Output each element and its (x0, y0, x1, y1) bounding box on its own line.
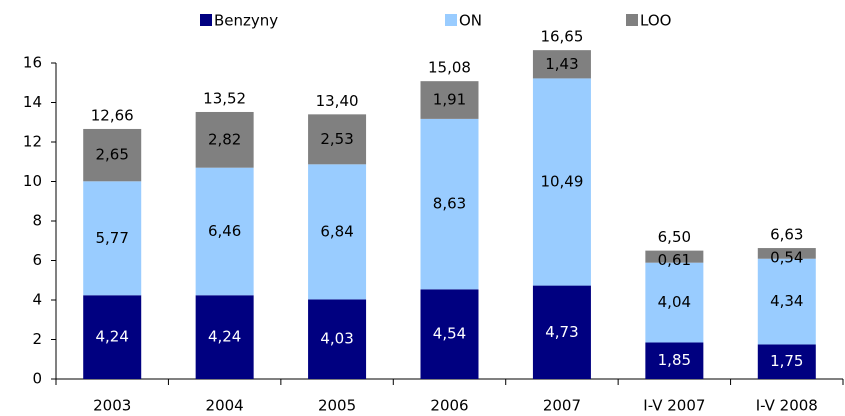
bar-segment (532, 78, 591, 286)
value-label: 4,24 (96, 328, 129, 346)
legend-swatch (626, 14, 638, 26)
legend-swatch (200, 14, 212, 26)
y-tick-label: 8 (32, 212, 42, 230)
bar-segment (532, 285, 591, 379)
value-label: 6,46 (208, 222, 241, 240)
y-tick-label: 12 (23, 133, 42, 151)
bar-segment (308, 299, 367, 379)
bar-segment (645, 342, 704, 379)
y-tick-label: 4 (32, 291, 42, 309)
x-tick-label: I-V 2008 (756, 397, 818, 415)
value-label: 1,43 (545, 55, 578, 73)
bar-segment (83, 181, 142, 296)
value-label: 4,73 (545, 323, 578, 341)
bar-segment (195, 111, 254, 168)
bar-segment (757, 344, 816, 379)
value-label: 8,63 (433, 195, 466, 213)
bar-segment (195, 167, 254, 296)
bar-segment (195, 295, 254, 379)
value-label: 1,75 (770, 352, 803, 370)
total-label: 6,50 (658, 228, 691, 246)
bar-segment (308, 164, 367, 300)
legend-swatch (445, 14, 457, 26)
y-tick-label: 14 (23, 93, 42, 111)
x-tick-label: 2006 (430, 397, 468, 415)
bar-segment (420, 289, 479, 379)
value-label: 4,54 (433, 325, 466, 343)
value-label: 10,49 (540, 172, 583, 190)
x-tick-label: 2003 (93, 397, 131, 415)
value-label: 4,03 (320, 330, 353, 348)
total-label: 6,63 (770, 226, 803, 244)
value-label: 0,61 (658, 251, 691, 269)
y-tick-label: 0 (32, 370, 42, 388)
value-label: 2,82 (208, 130, 241, 148)
total-label: 13,52 (203, 89, 246, 107)
bar-segment (757, 248, 816, 259)
value-label: 1,91 (433, 91, 466, 109)
y-tick-label: 10 (23, 172, 42, 190)
value-label: 0,54 (770, 249, 803, 267)
value-label: 2,65 (96, 146, 129, 164)
bar-segment (645, 250, 704, 263)
bar-segment (308, 114, 367, 165)
value-label: 2,53 (320, 130, 353, 148)
total-label: 16,65 (540, 28, 583, 46)
bar-segment (83, 295, 142, 379)
value-label: 5,77 (96, 229, 129, 247)
legend-label: Benzyny (214, 12, 278, 30)
y-tick-label: 2 (32, 330, 42, 348)
value-label: 4,34 (770, 292, 803, 310)
total-label: 13,40 (316, 92, 359, 110)
bar-segment (420, 118, 479, 290)
x-tick-label: I-V 2007 (643, 397, 705, 415)
bar-segment (420, 81, 479, 119)
value-label: 1,85 (658, 351, 691, 369)
x-tick-label: 2004 (206, 397, 244, 415)
value-label: 4,24 (208, 328, 241, 346)
bar-segment (645, 262, 704, 343)
value-label: 4,04 (658, 293, 691, 311)
legend-label: ON (459, 12, 482, 30)
bar-segment (757, 258, 816, 345)
x-tick-label: 2007 (543, 397, 581, 415)
y-tick-label: 6 (32, 251, 42, 269)
total-label: 12,66 (91, 106, 134, 124)
total-label: 15,08 (428, 59, 471, 77)
bar-segment (532, 50, 591, 79)
value-label: 6,84 (320, 222, 353, 240)
x-tick-label: 2005 (318, 397, 356, 415)
bar-segment (83, 128, 142, 182)
legend-label: LOO (640, 12, 671, 30)
y-tick-label: 16 (23, 54, 42, 72)
